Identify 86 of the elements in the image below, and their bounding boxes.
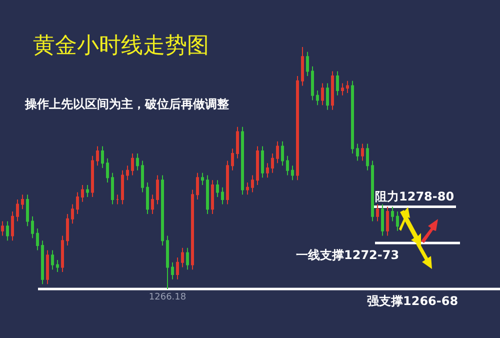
candlestick [6, 220, 9, 242]
candlestick [261, 146, 264, 178]
candlestick [311, 66, 314, 101]
candlestick [266, 162, 269, 178]
candlestick [346, 80, 349, 94]
candlestick [86, 184, 89, 198]
candlestick [116, 194, 119, 205]
candlestick [56, 259, 59, 273]
candlestick [126, 165, 129, 181]
candlestick [46, 250, 49, 285]
annotation: 1266.18 [148, 292, 186, 302]
candlestick [376, 204, 379, 222]
candlestick [181, 247, 184, 268]
candlestick [256, 146, 259, 186]
ref-line-label: 一线支撑1272-73 [296, 248, 400, 262]
candlestick [186, 247, 189, 270]
candlestick [361, 143, 364, 162]
candlestick [331, 70, 334, 110]
candlestick [241, 126, 244, 196]
candlestick [76, 192, 79, 214]
candlestick [151, 194, 154, 214]
candlestick [176, 257, 179, 280]
chart-title: 黄金小时线走势图 [33, 34, 209, 58]
candlestick [51, 250, 54, 270]
candlestick [26, 194, 29, 227]
candlestick [231, 148, 234, 171]
candlestick [316, 90, 319, 106]
candlestick [246, 182, 249, 196]
candlestick [351, 80, 354, 154]
candlestick [211, 180, 214, 214]
candlestick [296, 76, 299, 181]
candlestick [16, 198, 19, 222]
text: 操作上先以区间为主，破位后再做调整 [24, 97, 230, 111]
candlestick [216, 180, 219, 198]
candlestick [281, 140, 284, 166]
candlestick [251, 174, 254, 193]
candlestick [21, 194, 24, 210]
candlestick [111, 172, 114, 205]
candlestick [11, 211, 14, 242]
candlestick [106, 158, 109, 184]
candlestick [31, 216, 34, 239]
candlestick [336, 70, 339, 96]
candlestick [271, 152, 274, 174]
candlestick [236, 126, 239, 159]
candlestick [156, 174, 159, 205]
candlestick [356, 143, 359, 162]
candlestick [1, 220, 4, 236]
candlestick [131, 152, 134, 176]
candlestick [341, 82, 344, 96]
candlestick [286, 155, 289, 176]
candlestick [101, 146, 104, 168]
candlestick [66, 213, 69, 246]
candlestick [386, 206, 389, 236]
ref-line-label: 强支撑1266-68 [367, 294, 458, 308]
candlestick [301, 46, 304, 86]
candlestick [196, 172, 199, 200]
candlestick [191, 189, 194, 270]
candlestick [226, 160, 229, 205]
candlestick [206, 174, 209, 214]
candlestick [291, 165, 294, 181]
candlestick [371, 160, 374, 222]
candlestick [396, 211, 399, 232]
candlestick [391, 206, 394, 222]
candlestick [146, 182, 149, 214]
candlestick [81, 184, 84, 202]
candlestick [366, 143, 369, 171]
candlestick [201, 172, 204, 186]
candlestick [306, 51, 309, 77]
ref-line-label: 阻力1278-80 [375, 190, 454, 204]
candlestick [61, 235, 64, 273]
candlestick [381, 204, 384, 236]
candlestick [91, 155, 94, 198]
candlestick [171, 262, 174, 280]
candlestick [166, 235, 169, 290]
candlestick [321, 82, 324, 106]
candlestick [161, 174, 164, 246]
candlestick [96, 146, 99, 166]
candlestick [36, 228, 39, 251]
candlestick [326, 82, 329, 110]
candlestick [276, 140, 279, 164]
candlestick [71, 204, 74, 224]
candlestick [121, 170, 124, 205]
candlestick [141, 160, 144, 193]
candlestick [136, 152, 139, 171]
candlestick [41, 240, 44, 285]
candlestick [221, 186, 224, 205]
